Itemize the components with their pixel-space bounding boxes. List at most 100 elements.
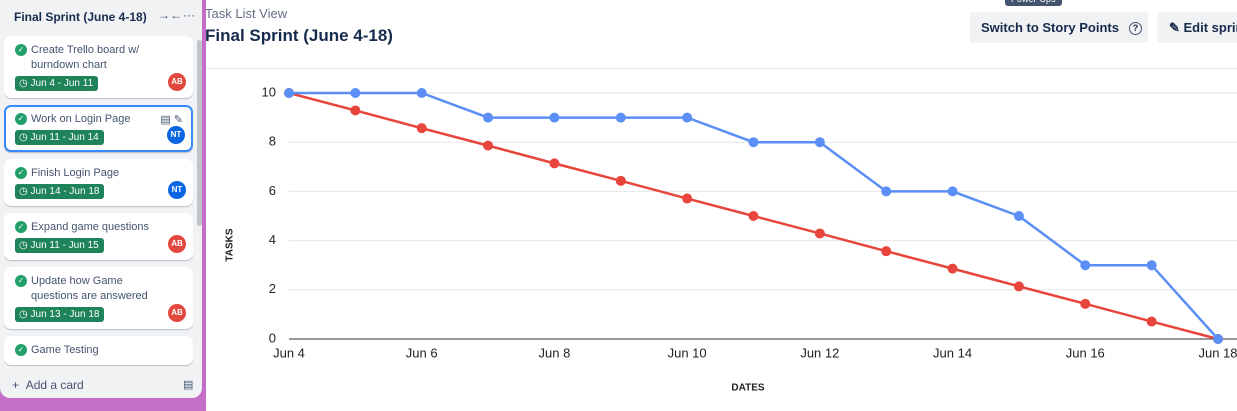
- check-icon: ✓: [15, 113, 27, 125]
- card[interactable]: ✓ Finish Login Page ◷ Jun 14 - Jun 18 NT: [4, 159, 193, 206]
- clock-icon: ◷: [19, 132, 31, 143]
- data-point: [615, 112, 626, 123]
- date-badge: ◷ Jun 13 - Jun 18: [15, 307, 105, 322]
- date-badge: ◷ Jun 11 - Jun 15: [15, 238, 104, 253]
- card-actions[interactable]: ▤ ✎: [160, 114, 183, 126]
- data-point: [1080, 260, 1091, 271]
- chart: 0 2 4 6 8 10 Jun 4 Jun 6 Jun 8 Jun 10 Jun 12 Jun 14…: [225, 84, 1237, 394]
- data-point: [284, 88, 294, 98]
- data-point: [416, 88, 427, 98]
- card-title-text: Expand game questions: [31, 221, 150, 233]
- x-tick-label: Jun 18: [1198, 345, 1237, 360]
- y-axis-title: TASKS: [225, 228, 236, 261]
- collapse-icon[interactable]: →←: [158, 8, 182, 22]
- data-point: [549, 112, 560, 123]
- y-tick-label: 2: [269, 281, 276, 296]
- avatar[interactable]: AB: [168, 73, 186, 91]
- check-icon: ✓: [15, 221, 27, 233]
- help-icon: ?: [1128, 22, 1142, 36]
- card[interactable]: ✓ Expand game questions ◷ Jun 11 - Jun 15 A…: [4, 213, 193, 260]
- check-icon: ✓: [15, 44, 27, 56]
- check-icon: ✓: [15, 344, 27, 356]
- y-tick-label: 0: [269, 330, 276, 345]
- clock-icon: ◷: [19, 186, 31, 197]
- edit-icon: ✎: [1169, 20, 1184, 35]
- tooltip: Power-Ups: [1005, 0, 1062, 6]
- button-label: Edit sprint: [1183, 20, 1237, 35]
- x-tick-label: Jun 4: [273, 345, 305, 360]
- data-point: [682, 193, 693, 204]
- story-points-button[interactable]: Switch to Story Points?: [970, 12, 1148, 43]
- avatar[interactable]: NT: [167, 126, 185, 144]
- scrollbar[interactable]: [197, 40, 202, 226]
- date-badge: ◷ Jun 14 - Jun 18: [15, 184, 105, 199]
- data-point: [814, 228, 825, 239]
- card-title: ✓ Update how Game questions are answered: [15, 274, 163, 304]
- data-point: [483, 112, 494, 123]
- card[interactable]: ✓ Work on Login Page ▤ ✎ ◷ Jun 11 - Jun 14 N…: [4, 105, 193, 152]
- data-point: [416, 123, 427, 134]
- data-point: [814, 137, 825, 148]
- date-text: Jun 11 - Jun 14: [30, 132, 99, 143]
- card-title: ✓ Finish Login Page: [15, 166, 163, 181]
- avatar[interactable]: NT: [168, 181, 186, 199]
- date-text: Jun 14 - Jun 18: [30, 186, 100, 197]
- date-badge: ◷ Jun 11 - Jun 14: [15, 130, 104, 145]
- menu-icon[interactable]: ···: [183, 8, 195, 22]
- data-point: [1080, 298, 1091, 309]
- card[interactable]: ✓ Create Trello board w/ burndown chart ◷ …: [4, 36, 193, 98]
- data-point: [881, 246, 892, 257]
- y-tick-label: 8: [269, 134, 276, 149]
- data-point: [748, 211, 759, 221]
- card-title-text: Work on Login Page: [31, 113, 131, 125]
- check-icon: ✓: [15, 275, 27, 287]
- data-point: [1013, 211, 1024, 221]
- check-icon: ✓: [15, 167, 27, 179]
- data-point: [748, 137, 759, 148]
- y-tick-label: 6: [269, 183, 276, 198]
- avatar[interactable]: AB: [168, 235, 186, 253]
- x-tick-label: Jun 10: [668, 345, 707, 360]
- edit-sprint-button[interactable]: ✎ Edit sprint: [1157, 12, 1237, 43]
- add-card[interactable]: + Add a card: [12, 378, 84, 392]
- plus-icon: +: [12, 378, 26, 392]
- clock-icon: ◷: [19, 78, 31, 89]
- card-title: ✓ Expand game questions: [15, 220, 163, 235]
- date-text: Jun 4 - Jun 11: [30, 78, 94, 89]
- x-tick-label: Jun 8: [539, 345, 571, 360]
- data-point: [947, 263, 958, 274]
- data-point: [615, 175, 626, 186]
- card-title-text: Game Testing: [31, 344, 99, 356]
- card[interactable]: ✓ Update how Game questions are answered ◷…: [4, 267, 193, 329]
- data-point: [350, 88, 361, 98]
- data-point: [1013, 281, 1024, 292]
- card-title-text: Finish Login Page: [31, 167, 120, 179]
- clock-icon: ◷: [19, 309, 31, 320]
- data-point: [1213, 334, 1223, 344]
- date-text: Jun 11 - Jun 15: [30, 240, 99, 251]
- card-title-text: Update how Game questions are answered: [31, 275, 148, 302]
- card[interactable]: ✓ Game Testing: [4, 336, 193, 365]
- divider: [206, 68, 1237, 69]
- card-title-text: Create Trello board w/ burndown chart: [31, 44, 140, 71]
- add-card-label: Add a card: [25, 378, 84, 392]
- card-title: ✓ Work on Login Page: [15, 112, 163, 127]
- data-point: [881, 186, 892, 197]
- data-point: [947, 186, 958, 197]
- date-text: Jun 13 - Jun 18: [30, 309, 100, 320]
- template-icon[interactable]: ▤: [183, 379, 194, 391]
- data-point: [1146, 316, 1157, 327]
- avatar[interactable]: AB: [168, 304, 186, 322]
- list-title[interactable]: Final Sprint (June 4-18): [14, 10, 147, 24]
- card-list: ✓ Create Trello board w/ burndown chart ◷ …: [4, 36, 193, 370]
- y-tick-label: 10: [262, 84, 276, 99]
- x-tick-label: Jun 14: [933, 345, 972, 360]
- y-tick-label: 4: [269, 232, 276, 247]
- data-point: [483, 140, 494, 151]
- data-point: [549, 158, 560, 169]
- data-point: [682, 112, 693, 123]
- button-label: Switch to Story Points: [981, 20, 1119, 35]
- x-tick-label: Jun 16: [1066, 345, 1105, 360]
- x-axis-title: DATES: [731, 383, 764, 394]
